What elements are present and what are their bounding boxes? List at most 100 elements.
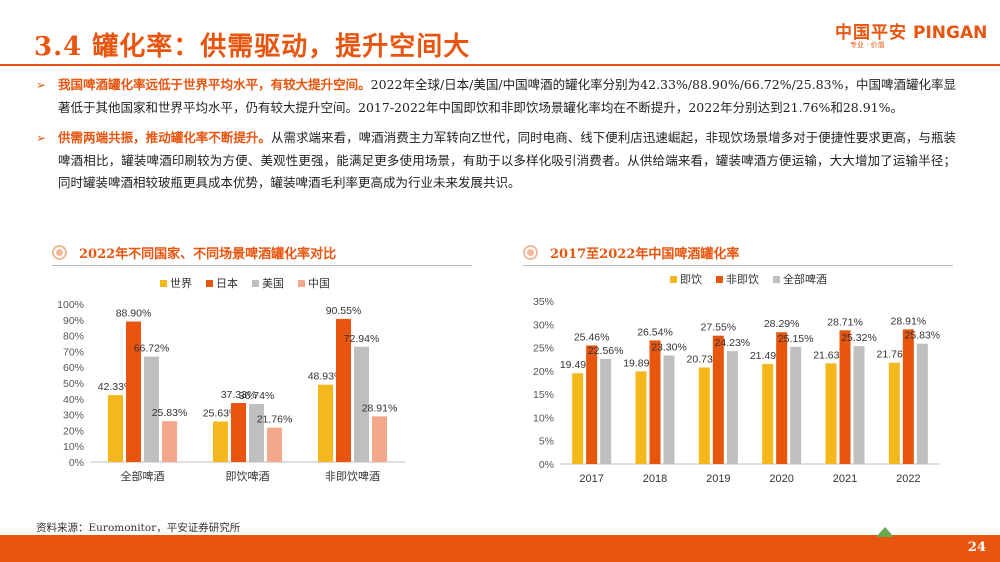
bullet-lead: 我国啤酒罐化率远低于世界平均水平，有较大提升空间。 [58, 77, 371, 92]
house-icon [876, 527, 894, 537]
bar [916, 343, 928, 464]
bar [108, 395, 123, 462]
bar [354, 346, 369, 462]
data-label: 22.56% [588, 345, 624, 357]
x-tick-label: 2017 [579, 473, 603, 485]
y-tick-label: 30% [63, 410, 84, 422]
y-tick-label: 90% [63, 315, 84, 327]
legend-swatch [773, 276, 780, 283]
title-divider [0, 64, 1000, 66]
legend-swatch [716, 276, 723, 283]
data-label: 28.91% [362, 402, 398, 414]
bullet-item: ➢ 我国啤酒罐化率远低于世界平均水平，有较大提升空间。2022年全球/日本/美国… [36, 74, 956, 119]
bar [726, 351, 738, 464]
bar [839, 330, 851, 464]
bar [902, 329, 914, 464]
x-tick-label: 2019 [706, 473, 730, 485]
bullet-body: 2022年全球/日本/美国/中国啤酒的罐化率分别为42.33%/88.90%/6… [58, 77, 956, 115]
y-tick-label: 0% [539, 459, 554, 471]
bar [126, 321, 141, 462]
data-label: 90.55% [326, 305, 362, 317]
legend-label: 全部啤酒 [783, 272, 827, 286]
bar [162, 421, 177, 462]
data-label: 27.55% [701, 322, 737, 334]
bar [712, 335, 724, 464]
page-number: 24 [967, 540, 986, 555]
logo-en: PINGAN [913, 23, 988, 43]
y-tick-label: 15% [533, 389, 554, 401]
data-label: 28.71% [827, 316, 863, 328]
data-label: 36.74% [239, 390, 275, 402]
legend-swatch [298, 280, 305, 287]
bar [888, 362, 900, 464]
y-tick-label: 5% [539, 436, 554, 448]
bar [318, 384, 333, 462]
bar [372, 416, 387, 462]
legend-label: 日本 [216, 276, 238, 290]
data-label: 25.46% [574, 331, 610, 343]
bar [825, 363, 837, 464]
data-label: 88.90% [116, 308, 152, 320]
data-label: 28.91% [891, 315, 927, 327]
source-note: 资料来源：Euromonitor，平安证券研究所 [36, 522, 241, 534]
bar [776, 332, 788, 464]
data-label: 23.30% [651, 341, 687, 353]
y-tick-label: 10% [63, 441, 84, 453]
data-label: 25.15% [778, 333, 814, 345]
bar [336, 318, 351, 462]
y-tick-label: 10% [533, 412, 554, 424]
y-tick-label: 60% [63, 362, 84, 374]
bar [790, 346, 802, 464]
x-tick-label: 2021 [833, 473, 857, 485]
right-bar-chart: 即饮 非即饮 全部啤酒0%5%10%15%20%25%30%35%19.49%25.… [533, 272, 940, 485]
y-tick-label: 40% [63, 394, 84, 406]
y-tick-label: 100% [57, 299, 84, 311]
bar [267, 427, 282, 462]
y-tick-label: 0% [69, 457, 84, 469]
data-label: 26.54% [637, 326, 673, 338]
logo-tagline: 专业 · 价值 [850, 41, 885, 49]
right-chart-title: 2017至2022年中国啤酒罐化率 [550, 247, 740, 262]
data-label: 28.29% [764, 318, 800, 330]
bullet-lead: 供需两端共振，推动罐化率不断提升。 [58, 130, 271, 145]
x-tick-label: 2020 [769, 473, 793, 485]
bar [762, 363, 774, 464]
data-label: 72.94% [344, 333, 380, 345]
data-label: 66.72% [134, 343, 170, 355]
left-chart-header: 2022年不同国家、不同场景啤酒罐化率对比 [52, 243, 336, 262]
y-tick-label: 20% [63, 425, 84, 437]
legend-label: 非即饮 [726, 273, 759, 286]
circle-bullet-icon [523, 245, 538, 260]
circle-bullet-icon [52, 245, 67, 260]
y-tick-label: 25% [533, 343, 554, 355]
bar [144, 356, 159, 462]
legend-label: 即饮 [680, 273, 702, 286]
legend-label: 世界 [170, 277, 192, 290]
bar [649, 340, 661, 464]
slide-title: 3.4 罐化率：供需驱动，提升空间大 [34, 32, 471, 62]
bullet-body: 从需求端来看，啤酒消费主力军转向Z世代，同时电商、线下便利店迅速崛起，非现饮场景… [58, 130, 956, 190]
bar [213, 421, 228, 462]
bar [853, 346, 865, 464]
y-tick-label: 50% [63, 378, 84, 390]
data-label: 25.63% [203, 408, 239, 420]
y-tick-label: 30% [533, 319, 554, 331]
bar [635, 371, 647, 464]
pingan-logo: 中国平安 PINGAN 专业 · 价值 [835, 18, 988, 49]
legend-label: 中国 [308, 277, 330, 290]
logo-cn: 中国平安 [835, 23, 907, 43]
left-bar-chart: 世界 日本 美国 中国 0% 10% 20% 30% 40% 50% 60% 70% 80% 90% 100… [57, 276, 405, 483]
legend-swatch [160, 280, 167, 287]
legend-label: 美国 [262, 277, 284, 290]
y-tick-label: 20% [533, 366, 554, 378]
legend-swatch [252, 280, 259, 287]
bar [572, 373, 584, 464]
footer-bar: 24 [0, 527, 1000, 562]
left-chart-title: 2022年不同国家、不同场景啤酒罐化率对比 [79, 247, 337, 262]
legend-swatch [670, 276, 677, 283]
y-tick-label: 70% [63, 346, 84, 358]
bullet-list: ➢ 我国啤酒罐化率远低于世界平均水平，有较大提升空间。2022年全球/日本/美国… [36, 74, 956, 203]
left-chart-underline [52, 265, 472, 266]
x-tick-label: 全部啤酒 [121, 469, 165, 483]
y-tick-label: 80% [63, 331, 84, 343]
